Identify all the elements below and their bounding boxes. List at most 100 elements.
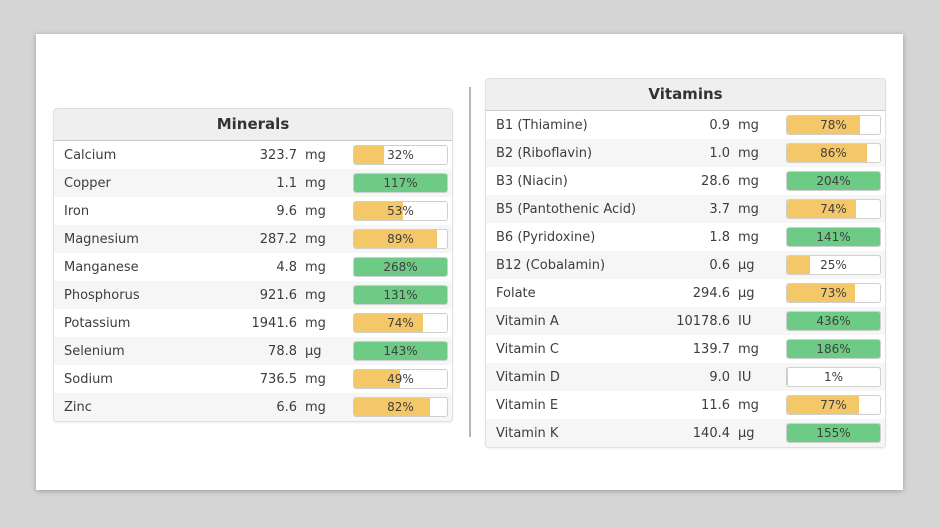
- nutrient-name: Phosphorus: [64, 287, 140, 303]
- nutrient-name: B2 (Riboflavin): [496, 145, 593, 161]
- percent-bar-fill: [787, 284, 855, 302]
- nutrient-unit: mg: [305, 259, 326, 275]
- percent-label: 82%: [387, 400, 414, 414]
- table-row: Selenium 78.8 µg 143%: [54, 337, 452, 365]
- nutrient-name: B6 (Pyridoxine): [496, 229, 596, 245]
- vitamins-table-title: Vitamins: [486, 79, 885, 111]
- percent-bar-fill: [787, 312, 880, 330]
- percent-label: 78%: [820, 118, 847, 132]
- percent-label: 131%: [383, 288, 418, 302]
- nutrient-value: 0.9: [709, 117, 730, 133]
- nutrient-name: B3 (Niacin): [496, 173, 568, 189]
- table-row: B5 (Pantothenic Acid) 3.7 mg 74%: [486, 195, 885, 223]
- percent-label: 268%: [383, 260, 418, 274]
- percent-bar-fill: [787, 424, 880, 442]
- percent-bar-fill: [787, 172, 880, 190]
- table-row: Vitamin C 139.7 mg 186%: [486, 335, 885, 363]
- percent-bar: 89%: [353, 229, 448, 249]
- percent-bar: 25%: [786, 255, 881, 275]
- table-row: Sodium 736.5 mg 49%: [54, 365, 452, 393]
- table-row: B1 (Thiamine) 0.9 mg 78%: [486, 111, 885, 139]
- percent-bar: 49%: [353, 369, 448, 389]
- percent-bar-fill: [354, 286, 447, 304]
- table-row: Manganese 4.8 mg 268%: [54, 253, 452, 281]
- nutrient-name: B1 (Thiamine): [496, 117, 588, 133]
- nutrient-unit: mg: [305, 399, 326, 415]
- percent-bar-fill: [787, 228, 880, 246]
- table-row: Copper 1.1 mg 117%: [54, 169, 452, 197]
- percent-bar-fill: [787, 368, 788, 386]
- percent-label: 49%: [387, 372, 414, 386]
- nutrient-name: Calcium: [64, 147, 117, 163]
- percent-bar-fill: [354, 398, 431, 416]
- nutrient-unit: mg: [305, 231, 326, 247]
- table-row: Vitamin E 11.6 mg 77%: [486, 391, 885, 419]
- nutrient-value: 1941.6: [251, 315, 298, 331]
- percent-label: 73%: [820, 286, 847, 300]
- nutrient-name: B12 (Cobalamin): [496, 257, 606, 273]
- percent-label: 117%: [383, 176, 418, 190]
- nutrient-unit: µg: [305, 343, 322, 359]
- nutrient-name: Selenium: [64, 343, 125, 359]
- nutrient-unit: mg: [305, 287, 326, 303]
- percent-label: 141%: [816, 230, 851, 244]
- nutrient-name: Manganese: [64, 259, 139, 275]
- nutrient-unit: mg: [305, 315, 326, 331]
- nutrient-value: 921.6: [259, 287, 297, 303]
- nutrient-value: 0.6: [709, 257, 730, 273]
- percent-label: 89%: [387, 232, 414, 246]
- nutrient-value: 1.0: [709, 145, 730, 161]
- nutrient-unit: mg: [738, 201, 759, 217]
- percent-bar-fill: [787, 256, 811, 274]
- nutrient-unit: IU: [738, 369, 752, 385]
- nutrient-unit: mg: [738, 117, 759, 133]
- percent-bar: 74%: [353, 313, 448, 333]
- table-row: B6 (Pyridoxine) 1.8 mg 141%: [486, 223, 885, 251]
- nutrient-name: Sodium: [64, 371, 113, 387]
- percent-bar: 186%: [786, 339, 881, 359]
- percent-label: 186%: [816, 342, 851, 356]
- percent-bar-fill: [354, 230, 437, 248]
- nutrient-name: Vitamin E: [496, 397, 559, 413]
- nutrient-value: 9.0: [709, 369, 730, 385]
- percent-label: 155%: [816, 426, 851, 440]
- table-row: Vitamin A 10178.6 IU 436%: [486, 307, 885, 335]
- percent-label: 436%: [816, 314, 851, 328]
- nutrient-value: 6.6: [276, 399, 297, 415]
- nutrient-value: 139.7: [692, 341, 730, 357]
- nutrient-name: Potassium: [64, 315, 131, 331]
- percent-bar-fill: [787, 144, 867, 162]
- nutrient-value: 28.6: [701, 173, 730, 189]
- percent-label: 143%: [383, 344, 418, 358]
- table-row: Zinc 6.6 mg 82%: [54, 393, 452, 421]
- nutrient-name: Vitamin C: [496, 341, 560, 357]
- percent-label: 1%: [823, 370, 844, 384]
- nutrient-name: Vitamin D: [496, 369, 560, 385]
- percent-label: 77%: [820, 398, 847, 412]
- percent-bar-fill: [354, 258, 447, 276]
- nutrient-name: Vitamin K: [496, 425, 559, 441]
- minerals-table-title: Minerals: [54, 109, 452, 141]
- nutrient-name: Iron: [64, 203, 90, 219]
- percent-bar: 73%: [786, 283, 881, 303]
- content-card: Minerals Calcium 323.7 mg 32% Copper 1.1…: [36, 34, 903, 490]
- nutrient-unit: mg: [305, 147, 326, 163]
- nutrient-unit: µg: [738, 257, 755, 273]
- nutrient-value: 140.4: [692, 425, 730, 441]
- percent-bar: 86%: [786, 143, 881, 163]
- nutrient-unit: mg: [738, 173, 759, 189]
- percent-bar-fill: [787, 396, 859, 414]
- percent-bar: 268%: [353, 257, 448, 277]
- nutrient-unit: mg: [305, 175, 326, 191]
- nutrient-name: Zinc: [64, 399, 92, 415]
- table-row: B3 (Niacin) 28.6 mg 204%: [486, 167, 885, 195]
- percent-bar-fill: [354, 342, 447, 360]
- percent-bar: 1%: [786, 367, 881, 387]
- percent-bar: 77%: [786, 395, 881, 415]
- percent-bar: 32%: [353, 145, 448, 165]
- table-row: B12 (Cobalamin) 0.6 µg 25%: [486, 251, 885, 279]
- percent-label: 74%: [387, 316, 414, 330]
- nutrient-unit: mg: [738, 145, 759, 161]
- nutrient-value: 736.5: [259, 371, 297, 387]
